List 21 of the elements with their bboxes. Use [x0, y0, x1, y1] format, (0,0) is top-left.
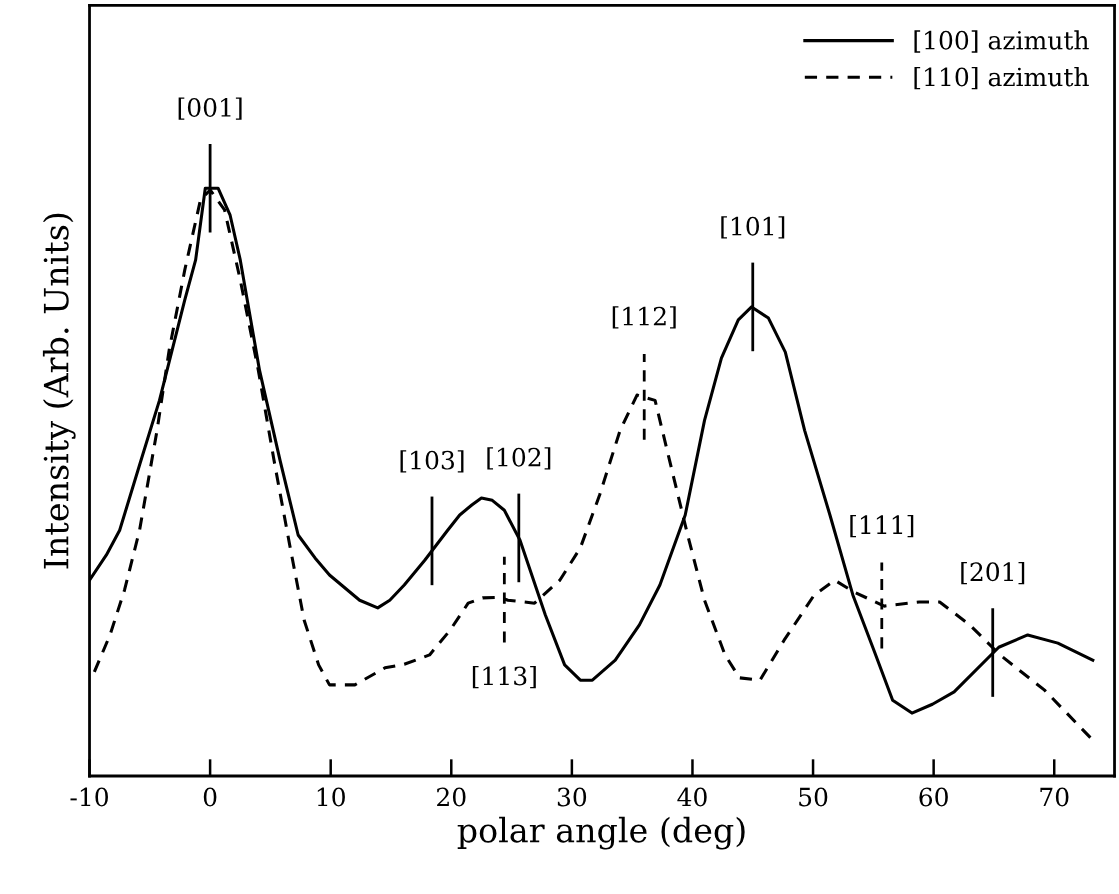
y-axis-title: Intensity (Arb. Units)	[42, 213, 76, 569]
annotation: [001]	[178, 97, 242, 120]
annotation: [111]	[850, 514, 914, 538]
annotation: [112]	[612, 306, 676, 329]
annotation: [201]	[961, 561, 1025, 585]
x-tick-label: 0	[203, 787, 217, 807]
x-tick-label: -10	[70, 787, 108, 807]
annotation: [102]	[487, 447, 551, 470]
x-tick-label: 70	[1040, 787, 1069, 807]
x-tick-label: 30	[557, 787, 587, 807]
x-tick-label: 60	[919, 787, 948, 807]
x-axis-title: polar angle (deg)	[457, 816, 745, 850]
legend-label: [100] azimuth	[914, 30, 1089, 53]
x-tick-label: 40	[677, 787, 707, 807]
x-tick-label: 20	[437, 787, 466, 807]
x-tick-label: 10	[317, 787, 345, 807]
legend-label: [110] azimuth	[914, 67, 1089, 90]
annotation: [101]	[721, 216, 785, 239]
x-tick-label: 50	[799, 787, 828, 807]
annotation: [113]	[472, 666, 536, 689]
annotation: [103]	[400, 450, 464, 473]
